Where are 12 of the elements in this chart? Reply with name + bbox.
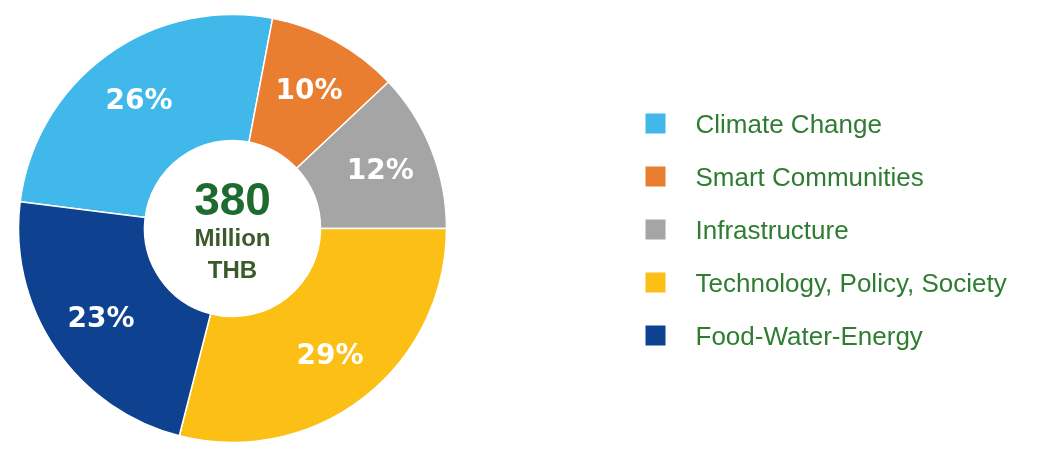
text: Million THB bbox=[194, 224, 271, 283]
legend-label: Climate Change bbox=[695, 108, 882, 139]
legend-label: Technology, Policy, Society bbox=[695, 267, 1007, 298]
legend-label: Smart Communities bbox=[695, 161, 924, 192]
data-label: 23% bbox=[67, 301, 135, 335]
data-label: 12% bbox=[346, 153, 414, 187]
data-label: 10% bbox=[275, 72, 343, 106]
data-label: 29% bbox=[296, 337, 364, 371]
data-label: 26% bbox=[105, 83, 173, 117]
legend-label: Infrastructure bbox=[695, 214, 849, 245]
legend-label: Food-Water-Energy bbox=[695, 320, 923, 351]
text: 380 bbox=[194, 172, 271, 225]
